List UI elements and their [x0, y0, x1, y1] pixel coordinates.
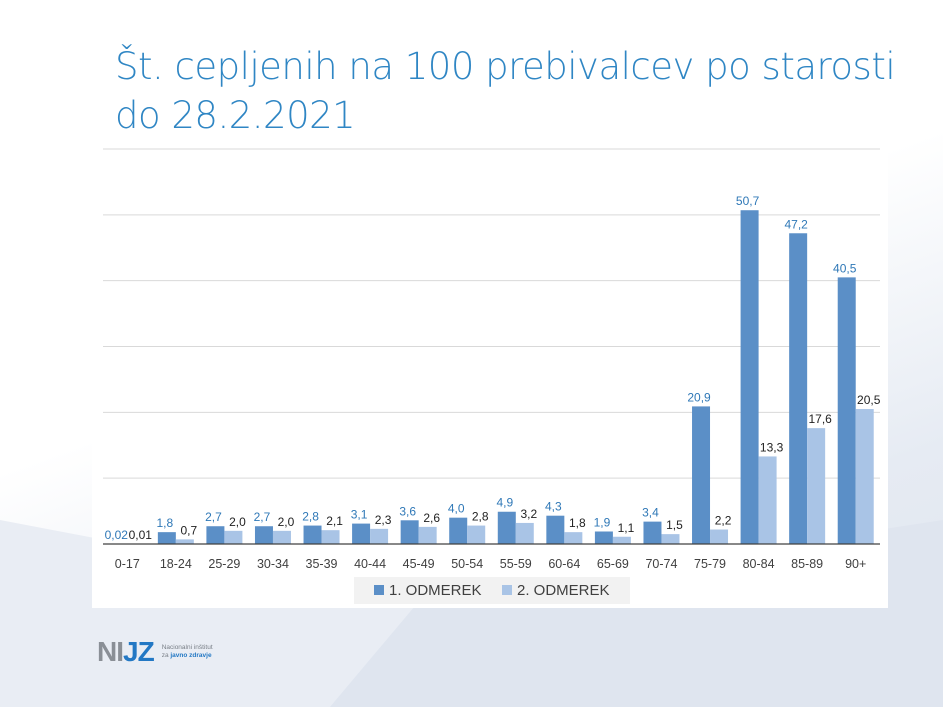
bar-2-70-74: [661, 534, 680, 544]
bar-1-50-54: [449, 517, 468, 544]
data-label: 13,3: [760, 440, 784, 454]
data-label: 0,7: [181, 523, 198, 537]
bar-2-65-69: [612, 536, 631, 544]
bar-1-65-69: [594, 531, 613, 544]
bar-2-30-34: [272, 530, 291, 544]
data-label: 50,7: [736, 194, 760, 208]
x-tick-label: 0-17: [115, 557, 140, 571]
chart-container: 0,02 0,01 0-17 1,8 0,7 18-24 2,7 2,0 25-29 2,7 2,0…: [92, 148, 888, 608]
data-label: 0,02: [105, 528, 129, 542]
bar-1-85-89: [789, 233, 808, 544]
data-label: 0,01: [129, 528, 153, 542]
data-label: 17,6: [808, 412, 832, 426]
x-tick-label: 60-64: [548, 557, 580, 571]
data-label: 1,8: [157, 516, 174, 530]
data-label: 2,7: [205, 510, 222, 524]
x-tick-label: 80-84: [743, 557, 775, 571]
bar-1-60-64: [546, 515, 565, 544]
logo-line1: Nacionalni inštitut: [161, 644, 213, 651]
bar-2-60-64: [564, 532, 583, 544]
data-label: 1,1: [618, 521, 635, 535]
bar-2-40-44: [370, 528, 389, 544]
legend-swatch: [374, 585, 384, 595]
data-label: 2,2: [715, 514, 732, 528]
data-label: 40,5: [833, 261, 857, 275]
legend-box: [354, 577, 630, 604]
x-tick-label: 35-39: [306, 557, 338, 571]
bar-2-75-79: [710, 529, 729, 544]
data-label: 3,4: [642, 506, 659, 520]
data-label: 4,9: [496, 496, 513, 510]
data-label: 1,9: [594, 515, 611, 529]
x-tick-label: 50-54: [451, 557, 483, 571]
data-label: 2,6: [423, 511, 440, 525]
x-tick-label: 65-69: [597, 557, 629, 571]
bar-2-45-49: [418, 526, 437, 544]
bar-1-70-74: [643, 521, 662, 544]
x-tick-label: 85-89: [791, 557, 823, 571]
bar-2-35-39: [321, 530, 340, 544]
x-tick-label: 70-74: [645, 557, 677, 571]
data-label: 4,0: [448, 502, 465, 516]
logo-line2a: za: [161, 652, 169, 659]
bar-1-30-34: [254, 526, 273, 544]
data-label: 4,3: [545, 500, 562, 514]
bar-2-18-24: [175, 539, 194, 544]
bar-1-18-24: [157, 532, 176, 544]
x-tick-label: 55-59: [500, 557, 532, 571]
bar-2-90+: [855, 409, 874, 544]
data-label: 2,0: [229, 515, 246, 529]
data-label: 2,7: [254, 510, 271, 524]
bar-2-25-29: [224, 530, 243, 544]
data-label: 3,6: [399, 504, 416, 518]
bar-2-80-84: [758, 456, 777, 544]
bar-1-80-84: [740, 210, 759, 544]
x-tick-label: 40-44: [354, 557, 386, 571]
data-label: 1,5: [666, 518, 683, 532]
data-label: 3,2: [520, 507, 537, 521]
data-label: 2,8: [472, 510, 489, 524]
x-tick-label: 45-49: [403, 557, 435, 571]
slide-title: Št. cepljenih na 100 prebivalcev po star…: [115, 45, 896, 137]
bar-1-40-44: [352, 523, 371, 544]
bar-2-50-54: [467, 525, 486, 544]
data-label: 1,8: [569, 516, 586, 530]
x-tick-label: 25-29: [208, 557, 240, 571]
bar-2-55-59: [515, 522, 534, 544]
data-label: 20,5: [857, 393, 881, 407]
data-label: 3,1: [351, 508, 368, 522]
logo-line2b: javno zdravje: [170, 652, 212, 659]
data-label: 20,9: [687, 390, 711, 404]
x-tick-label: 30-34: [257, 557, 289, 571]
data-label: 47,2: [784, 217, 808, 231]
legend-label: 1. ODMEREK: [389, 582, 482, 599]
data-label: 2,1: [326, 514, 343, 528]
bar-1-55-59: [497, 511, 516, 544]
data-label: 2,3: [375, 513, 392, 527]
bar-1-25-29: [206, 526, 225, 544]
nijz-logo: NIJZ Nacionalni inštitut za javno zdravj…: [97, 636, 213, 668]
bar-chart: 0,02 0,01 0-17 1,8 0,7 18-24 2,7 2,0 25-29 2,7 2,0…: [103, 148, 881, 604]
x-tick-label: 18-24: [160, 557, 192, 571]
legend-label: 2. ODMEREK: [517, 582, 610, 599]
x-tick-label: 75-79: [694, 557, 726, 571]
x-tick-label: 90+: [845, 557, 866, 571]
data-label: 2,0: [278, 515, 295, 529]
bar-1-35-39: [303, 525, 322, 544]
logo-mark: NIJZ: [97, 636, 155, 667]
bar-1-45-49: [400, 520, 419, 544]
bar-1-90+: [837, 277, 856, 544]
data-label: 2,8: [302, 510, 319, 524]
bar-1-75-79: [692, 406, 711, 544]
bar-2-85-89: [807, 428, 826, 544]
legend-swatch: [502, 585, 512, 595]
